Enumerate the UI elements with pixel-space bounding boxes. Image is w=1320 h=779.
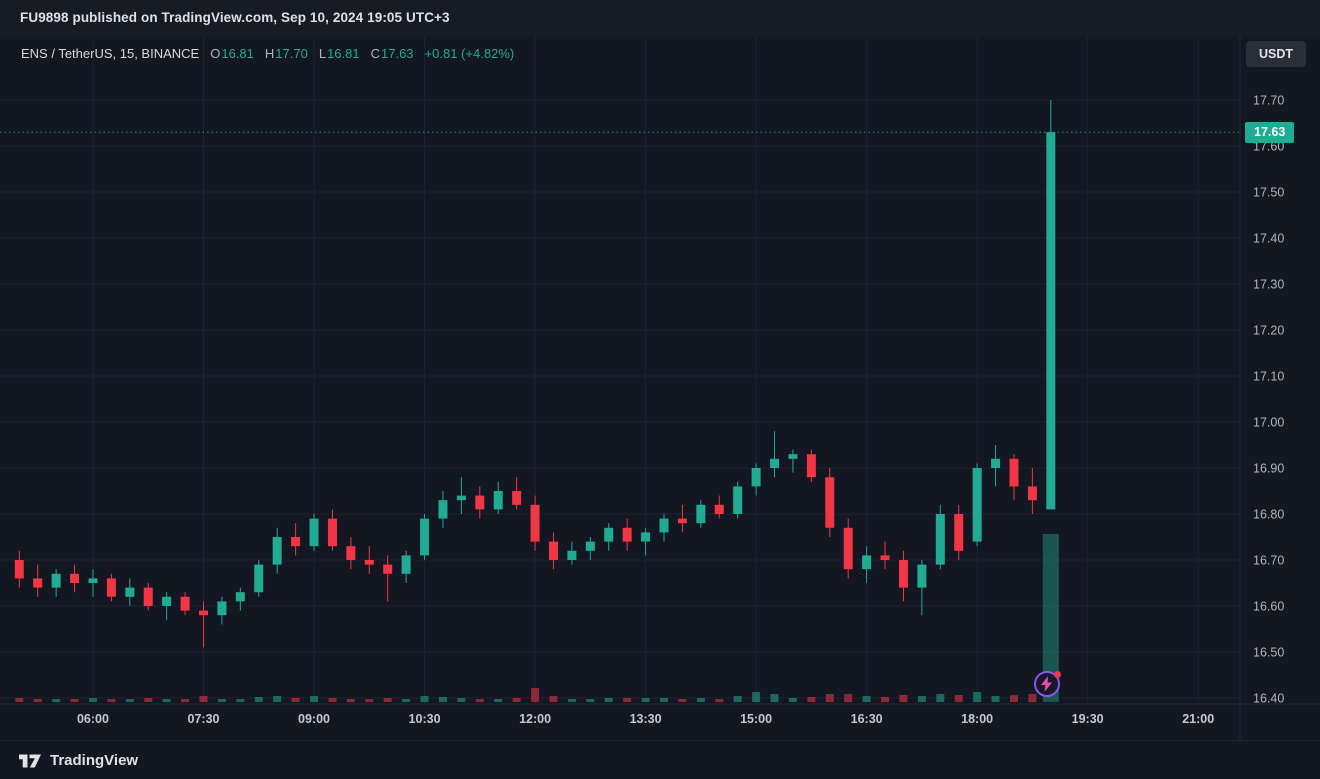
svg-text:17.70: 17.70 xyxy=(1253,94,1284,108)
svg-text:17.60: 17.60 xyxy=(1253,140,1284,154)
publish-attribution: FU9898 published on TradingView.com, Sep… xyxy=(20,10,450,25)
svg-text:09:00: 09:00 xyxy=(298,712,330,726)
notification-dot xyxy=(1054,671,1061,678)
ohlc-close: C 17.63 xyxy=(370,46,414,61)
tradingview-logo-icon xyxy=(19,754,41,767)
svg-text:10:30: 10:30 xyxy=(409,712,441,726)
svg-text:16.80: 16.80 xyxy=(1253,508,1284,522)
svg-text:15:00: 15:00 xyxy=(740,712,772,726)
svg-text:17.40: 17.40 xyxy=(1253,232,1284,246)
svg-text:16.50: 16.50 xyxy=(1253,646,1284,660)
svg-text:17.50: 17.50 xyxy=(1253,186,1284,200)
svg-text:17.00: 17.00 xyxy=(1253,416,1284,430)
lightning-icon xyxy=(1041,676,1052,692)
svg-text:18:00: 18:00 xyxy=(961,712,993,726)
svg-text:12:00: 12:00 xyxy=(519,712,551,726)
svg-text:17.20: 17.20 xyxy=(1253,324,1284,338)
ohlc-low: L 16.81 xyxy=(318,46,360,61)
svg-text:16.90: 16.90 xyxy=(1253,462,1284,476)
lightning-badge[interactable] xyxy=(1034,671,1061,697)
svg-text:16.70: 16.70 xyxy=(1253,554,1284,568)
svg-text:17.10: 17.10 xyxy=(1253,370,1284,384)
svg-text:21:00: 21:00 xyxy=(1182,712,1214,726)
footer-bar: TradingView xyxy=(0,740,1320,779)
svg-text:16.40: 16.40 xyxy=(1253,692,1284,706)
svg-text:17.30: 17.30 xyxy=(1253,278,1284,292)
chart-legend: ENS / TetherUS, 15, BINANCE O 16.81 H 17.7… xyxy=(21,46,514,61)
price-change: +0.81 (+4.82%) xyxy=(424,46,515,61)
symbol-title[interactable]: ENS / TetherUS, 15, BINANCE xyxy=(21,46,200,61)
tradingview-wordmark[interactable]: TradingView xyxy=(50,751,139,769)
ohlc-open: O 16.81 xyxy=(210,46,254,61)
svg-text:19:30: 19:30 xyxy=(1072,712,1104,726)
svg-text:16.60: 16.60 xyxy=(1253,600,1284,614)
currency-toggle-button[interactable]: USDT xyxy=(1246,41,1307,67)
ohlc-high: H 17.70 xyxy=(264,46,308,61)
last-price-label: 17.63 xyxy=(1245,122,1295,143)
svg-text:13:30: 13:30 xyxy=(630,712,662,726)
svg-text:07:30: 07:30 xyxy=(188,712,220,726)
svg-text:16:30: 16:30 xyxy=(851,712,883,726)
svg-text:06:00: 06:00 xyxy=(77,712,109,726)
publish-header: FU9898 published on TradingView.com, Sep… xyxy=(0,0,1320,37)
